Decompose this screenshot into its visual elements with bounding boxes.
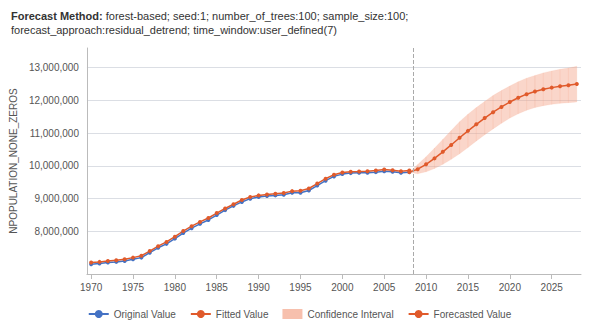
svg-text:2020: 2020 [499,282,522,293]
svg-text:1980: 1980 [164,282,187,293]
svg-text:1985: 1985 [206,282,229,293]
svg-text:2000: 2000 [331,282,354,293]
svg-text:1970: 1970 [80,282,103,293]
svg-text:Fitted Value: Fitted Value [216,309,269,320]
svg-text:forecast_approach:residual_det: forecast_approach:residual_detrend; time… [11,24,337,36]
svg-text:Forecasted Value: Forecasted Value [434,309,512,320]
svg-text:2015: 2015 [457,282,480,293]
svg-text:Original Value: Original Value [114,309,177,320]
svg-text:12,000,000: 12,000,000 [29,95,79,106]
svg-text:8,000,000: 8,000,000 [34,226,79,237]
svg-text:2010: 2010 [415,282,438,293]
svg-text:10,000,000: 10,000,000 [29,160,79,171]
svg-text:1975: 1975 [122,282,145,293]
svg-text:NPOPULATION_NONE_ZEROS: NPOPULATION_NONE_ZEROS [8,88,19,234]
svg-text:2025: 2025 [541,282,564,293]
svg-text:Forecast Method:: Forecast Method: [11,10,103,22]
svg-text:1995: 1995 [289,282,312,293]
svg-text:9,000,000: 9,000,000 [34,193,79,204]
svg-text:Confidence Interval: Confidence Interval [307,309,393,320]
svg-text:2005: 2005 [373,282,396,293]
svg-text:11,000,000: 11,000,000 [30,128,80,139]
svg-text:forest-based; seed:1; number_o: forest-based; seed:1; number_of_trees:10… [103,10,409,22]
svg-text:13,000,000: 13,000,000 [29,62,79,73]
svg-text:1990: 1990 [247,282,270,293]
